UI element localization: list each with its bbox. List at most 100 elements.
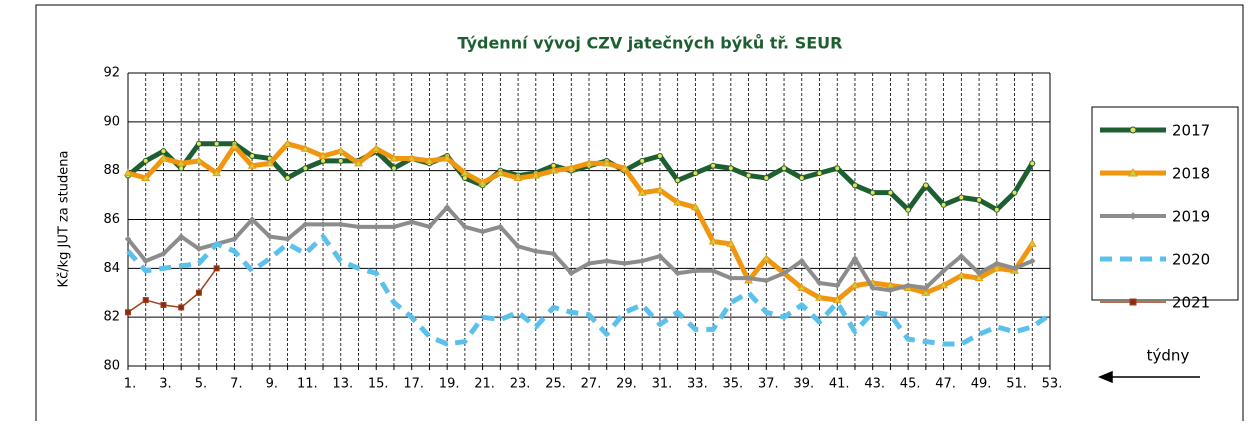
point [160,148,167,155]
y-tick-label: 92 [103,66,120,81]
x-tick-label: 23. [510,377,531,392]
x-tick-label: 11. [297,377,318,392]
x-tick-label: 29. [616,377,637,392]
point [497,223,504,231]
y-tick-label: 84 [103,261,120,276]
point [142,297,149,304]
point [921,288,931,296]
point [726,239,736,247]
point [408,218,415,226]
y-tick-label: 80 [103,359,120,374]
point [460,168,470,177]
point [389,153,399,162]
y-axis-label: Kč/kg JUT za studena [57,151,72,288]
point [566,163,576,172]
point [887,189,894,196]
point [318,151,328,160]
point [177,233,185,240]
point [160,301,167,308]
point [708,236,718,245]
point [532,248,540,255]
point [159,153,168,162]
point [851,255,859,262]
point [815,293,824,301]
point [1011,265,1018,272]
y-tick-label: 88 [103,163,120,178]
point [213,265,220,272]
point [212,168,222,177]
point [123,168,133,177]
x-tick-label: 27. [581,377,602,392]
point [798,257,805,265]
point [442,153,452,162]
point [302,165,309,172]
point [602,158,612,167]
x-tick-label: 35. [723,377,744,392]
point [993,260,1001,267]
x-tick-label: 41. [829,377,850,392]
point [195,289,202,296]
point [940,267,947,274]
y-tick-label: 86 [103,212,120,227]
point [958,194,965,201]
point [869,189,876,196]
frame [35,4,1244,421]
point [230,141,239,150]
point [940,201,947,208]
point [178,304,185,311]
point [975,270,983,277]
point [283,139,292,147]
point [284,235,291,243]
x-tick-label: 43. [864,377,885,392]
point [373,223,380,231]
x-tick-label: 19. [439,377,460,392]
point [834,165,841,172]
point [922,182,929,189]
point [426,223,433,231]
point [461,223,469,231]
point [904,282,912,289]
legend-label: 2020 [1172,251,1210,269]
x-tick-label: 47. [935,377,956,392]
point [371,144,381,152]
point [300,144,310,152]
point [709,267,717,274]
point [568,270,575,277]
point [851,182,858,189]
chart-title: Týdenní vývoj CZV jatečných býků tř. SEU… [458,34,843,53]
point [284,174,291,181]
point [337,157,344,164]
point [124,235,132,243]
x-tick-label: 25. [545,377,566,392]
point [939,280,948,289]
point [763,174,770,181]
line-series [127,141,1035,303]
point [798,174,805,181]
line-series [126,205,1034,293]
point [1011,189,1018,196]
point [549,166,558,174]
point [816,170,823,177]
x-tick-label: 9. [266,377,278,392]
point [1027,239,1037,247]
x-tick-label: 13. [332,377,353,392]
point [125,309,131,316]
y-tick-label: 82 [103,310,120,325]
point [142,157,149,164]
point [1128,167,1138,177]
point [355,223,362,231]
line-series [126,234,1052,347]
point [336,146,346,155]
legend-label: 2021 [1172,294,1210,312]
point [674,270,681,277]
point [656,153,663,160]
point [956,271,966,279]
x-tick-label: 31. [652,377,673,392]
point [231,235,238,243]
point [337,221,344,228]
point [513,173,523,181]
point [141,173,151,181]
point [727,165,734,172]
point [780,270,788,277]
